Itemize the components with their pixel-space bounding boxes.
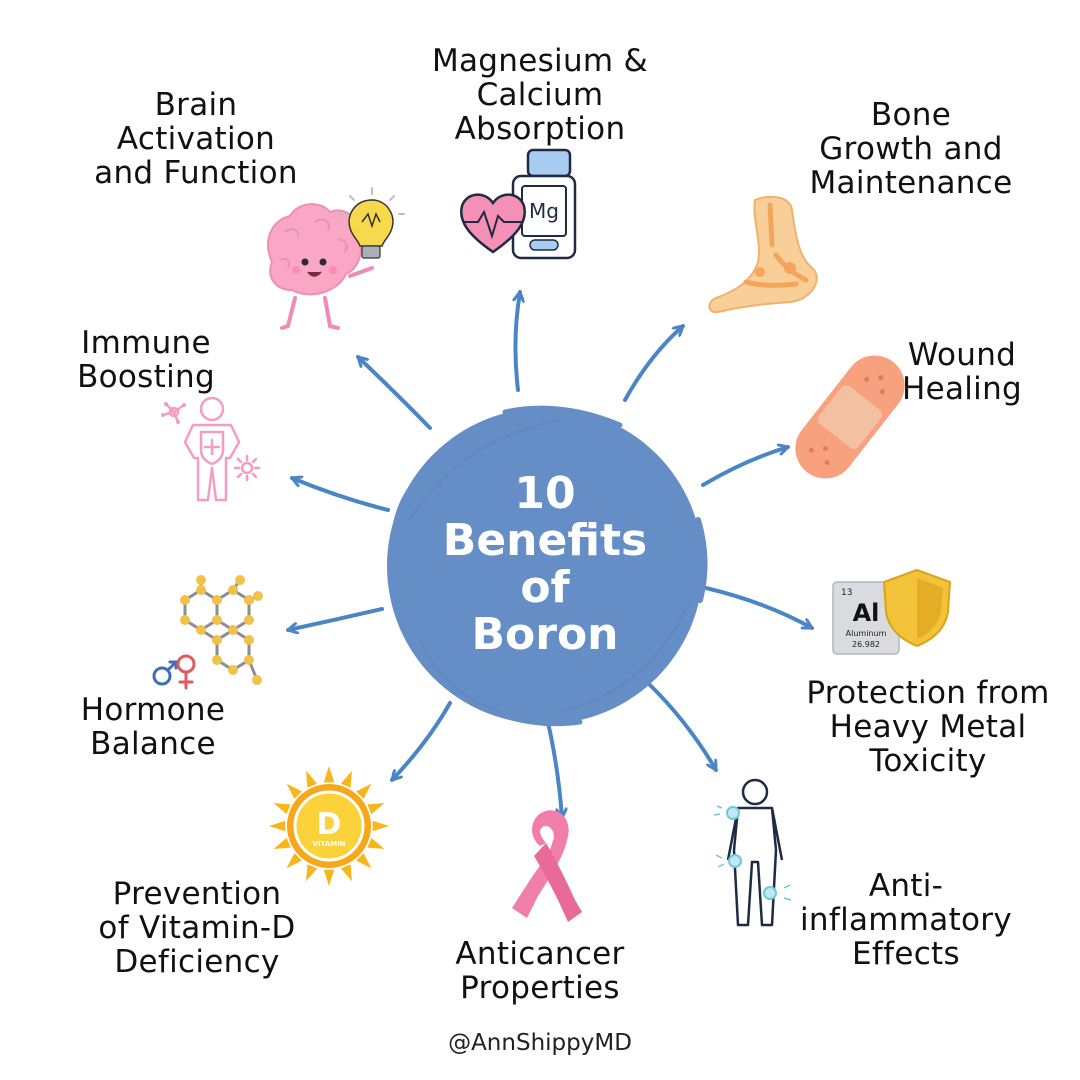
label-magnesium: Magnesium & Calcium Absorption	[431, 43, 649, 147]
sun-ray	[306, 864, 318, 882]
sun-ray	[367, 803, 385, 815]
center-title: 10 Benefits of Boron	[442, 468, 648, 660]
arrow-heavy-metal	[704, 586, 814, 630]
label-anti-inflammatory: Anti- inflammatory Effects	[800, 868, 1012, 972]
sun-ray	[367, 837, 385, 849]
sun-ray	[306, 770, 318, 788]
arrow-magnesium	[515, 290, 520, 392]
label-immune: Immune Boosting	[77, 325, 215, 395]
sun-ray	[323, 869, 335, 886]
arrow-vitamin-d	[390, 701, 452, 782]
sun-ray	[273, 803, 291, 815]
label-anticancer: Anticancer Properties	[455, 936, 625, 1006]
al-name: Aluminum	[846, 629, 887, 638]
sun-ray	[286, 853, 302, 869]
sun-ray	[323, 766, 335, 783]
sun-ray	[269, 820, 286, 832]
arrow-wound	[701, 447, 790, 487]
author-handle: @AnnShippyMD	[448, 1030, 632, 1056]
label-brain: Brain Activation and Function	[94, 87, 298, 191]
al-number: 13	[841, 588, 852, 598]
vitamin-letter: D	[317, 807, 342, 842]
label-vitamin-d: Prevention of Vitamin-D Deficiency	[98, 876, 296, 980]
magnesium-symbol: Mg	[529, 199, 559, 223]
sun-ray	[356, 783, 372, 799]
vitamin-text: VITAMIN	[312, 840, 345, 848]
label-heavy-metal: Protection from Heavy Metal Toxicity	[806, 675, 1050, 779]
sun-ray	[340, 770, 352, 788]
sun-ray	[273, 837, 291, 849]
sun-ray	[372, 820, 389, 832]
label-bone: Bone Growth and Maintenance	[809, 97, 1013, 201]
sun-ray	[286, 783, 302, 799]
arrow-bone	[623, 324, 685, 402]
sun-ray	[340, 864, 352, 882]
al-mass: 26.982	[852, 640, 880, 649]
arrow-hormone	[286, 607, 384, 630]
label-hormone: Hormone Balance	[80, 692, 226, 762]
al-symbol: Al	[853, 599, 880, 627]
sun-ray	[356, 853, 372, 869]
arrow-immune	[290, 478, 390, 512]
arrow-brain	[356, 355, 432, 430]
label-wound: Wound Healing	[901, 337, 1023, 407]
arrow-anti-inflammatory	[646, 681, 718, 772]
